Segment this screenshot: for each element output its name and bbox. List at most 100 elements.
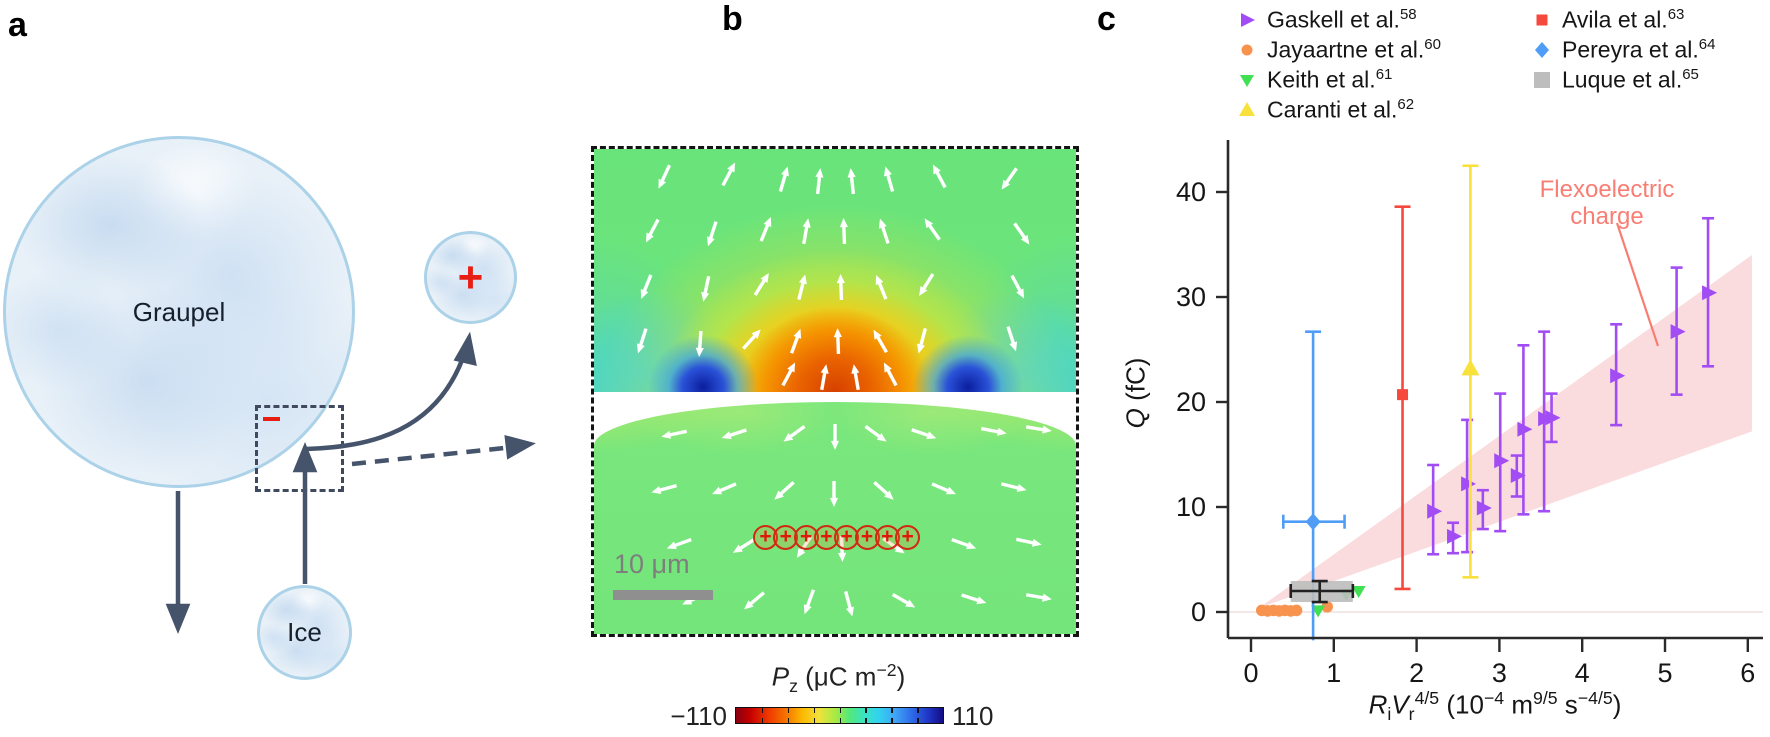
x-tick-label: 0 [1243,658,1258,688]
circle-marker-icon [1241,44,1253,56]
data-point [1321,600,1333,613]
legend-item: Gaskell et al.58 [1237,6,1417,34]
data-point [1305,513,1321,531]
scale-bar [613,590,713,600]
quiver-arrow [924,218,941,241]
legend-label: Keith et al.61 [1267,66,1393,93]
data-point [1461,476,1477,492]
legend-reference-number: 61 [1375,66,1393,83]
legend-label: Jayaartne et al.60 [1267,36,1441,63]
quiver-arrow [931,482,956,495]
colorbar [735,707,944,724]
annotation-line2: charge [1570,203,1644,230]
colorbar-tick [917,708,919,713]
scale-bar-label: 10 μm [614,549,690,579]
quiver-arrow [961,593,987,605]
colorbar-max-label: 110 [952,701,994,731]
colorbar-tick [839,718,841,723]
quiver-arrow [1001,167,1018,190]
quiver-arrow [843,591,854,617]
data-point [1610,368,1626,384]
legend-reference-number: 60 [1424,36,1441,53]
data-point [1290,604,1303,617]
ice-crystal-particle: Ice [257,585,352,680]
quiver-arrow [640,274,653,300]
triangle-up-marker-icon [1239,101,1255,116]
quiver-arrow [873,329,888,354]
legend-item: Luque et al.65 [1532,66,1699,94]
data-point [1427,503,1443,519]
quiver-arrow [803,589,816,615]
quiver-arrow [706,221,718,247]
quiver-arrow [742,329,761,350]
quiver-arrow [911,428,937,440]
legend-label: Luque et al.65 [1562,66,1699,93]
quiver-arrow [932,164,947,189]
upper-ice-field [594,149,1076,392]
flexoelectric-annotation: Flexoelectric charge [1540,176,1675,230]
quiver-arrow [645,218,660,243]
polarization-heatmap: + + + + + + + + 10 μm [591,146,1079,637]
annotation-pointer-line [1615,222,1660,347]
data-point [1311,605,1326,618]
colorbar-tick [839,708,841,713]
panel-a-arrows [165,331,536,634]
y-tick-label: 40 [1176,177,1206,207]
quiver-arrow [721,162,736,187]
legend-item: Keith et al.61 [1237,66,1392,94]
legend-reference-number: 64 [1698,36,1716,53]
flexoelectric-band [1259,255,1752,608]
quiver-arrow [783,424,806,442]
quiver-arrow [891,593,916,608]
legend-reference-number: 63 [1667,6,1685,23]
legend-reference-number: 58 [1399,6,1417,23]
triangle-down-marker-icon [1240,74,1254,87]
data-point [1476,500,1492,516]
quiver-arrow [778,166,789,192]
data-point [1397,389,1409,401]
ice-label: Ice [287,617,322,647]
quiver-arrow [829,481,839,507]
y-tick-label: 0 [1191,597,1206,627]
quiver-arrow [836,274,845,301]
quiver-arrow [658,164,672,189]
legend-item: Pereyra et al.64 [1532,36,1715,64]
legend-item: Jayaartne et al.60 [1237,36,1441,64]
legend-reference-number: 65 [1682,66,1699,83]
legend-label: Avila et al.63 [1562,6,1685,33]
data-point [1545,410,1561,426]
quiver-arrow [875,274,888,300]
quiver-arrow [759,216,772,242]
quiver-arrow [781,362,796,387]
x-tick-label: 1 [1326,658,1341,688]
x-tick-label: 4 [1575,658,1590,688]
quiver-arrow [1025,425,1052,434]
data-point [1517,421,1533,437]
data-point [1494,453,1510,469]
colorbar-tick [917,718,919,723]
colorbar-title: Pz (μC m−2) [771,660,906,696]
quiver-arrow [802,218,811,245]
quiver-arrow [878,218,890,244]
diamond-marker-icon [1535,41,1549,58]
y-axis-label: Q (fC) [1120,357,1151,429]
data-point [1702,285,1718,301]
quiver-arrow [789,328,802,354]
quiver-arrow [951,537,977,550]
colorbar-tick [813,718,816,723]
quiver-arrow [847,168,856,195]
box-marker-icon [1534,71,1550,88]
panel-b-label: b [722,0,743,38]
zoom-indicator-arrow [351,444,515,467]
graupel-particle: Graupel [3,136,355,488]
x-axis-label: RiVr4/5 (10−4 m9/5 s−4/5) [1368,688,1622,724]
square-marker-icon [1536,14,1548,26]
x-tick-label: 2 [1409,658,1424,688]
quiver-arrow [661,429,688,439]
data-point [1510,468,1526,483]
x-tick-label: 5 [1657,658,1672,688]
colorbar-min-label: −110 [670,701,727,731]
quiver-arrow [651,483,677,494]
triangle-right-marker-icon [1241,12,1255,27]
